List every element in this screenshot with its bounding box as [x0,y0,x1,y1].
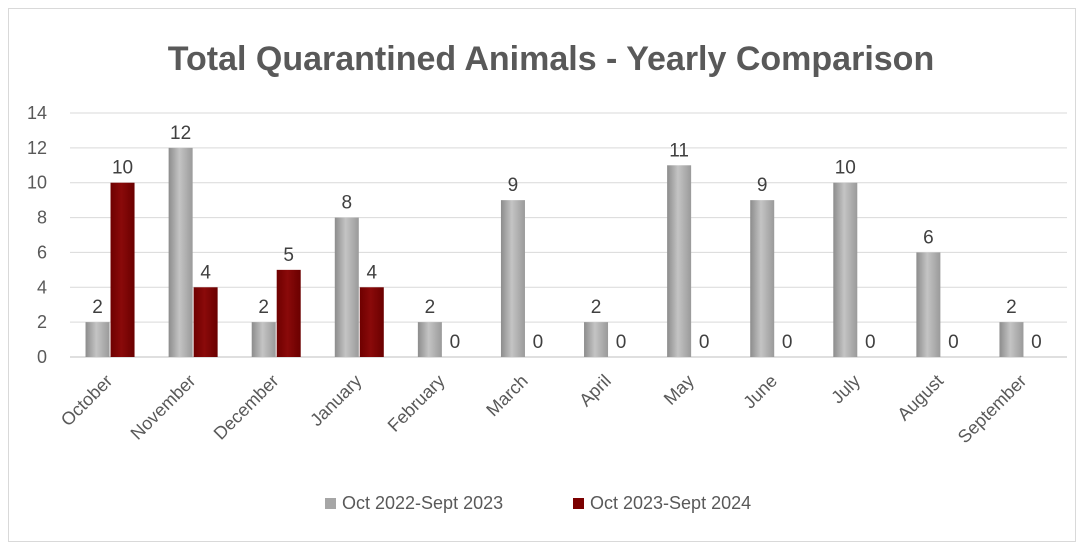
x-tick-label: August [893,371,947,425]
data-label: 9 [757,175,768,196]
bars [85,147,1024,357]
bar-series-2 [276,269,301,357]
bar-series-1 [500,200,525,357]
data-label: 2 [425,297,436,318]
data-label: 11 [669,140,689,161]
data-label: 10 [835,158,856,179]
y-tick-label: 10 [27,173,47,193]
data-label: 0 [1031,332,1042,353]
data-label: 0 [450,332,461,353]
bar-series-1 [168,147,193,357]
data-label: 0 [948,332,959,353]
data-label: 8 [342,193,353,214]
data-label: 0 [616,332,627,353]
x-tick-label: October [57,371,116,430]
x-tick-label: April [575,371,615,411]
legend-swatch [325,498,336,509]
data-label: 9 [508,175,519,196]
bar-series-1 [417,322,442,357]
y-tick-label: 0 [37,347,47,367]
data-label: 2 [92,297,103,318]
data-label: 4 [200,262,211,283]
legend-label: Oct 2022-Sept 2023 [342,493,503,513]
data-label: 0 [699,332,710,353]
data-label: 0 [782,332,793,353]
bar-series-1 [334,217,359,357]
data-label: 4 [367,262,378,283]
gridlines [70,112,1067,358]
legend-swatch [573,498,584,509]
y-axis-ticks: 0 2 4 6 8 10 12 14 [27,103,47,367]
bar-series-2 [110,182,135,357]
y-tick-label: 4 [37,277,47,297]
bar-series-1 [85,322,110,357]
data-label: 12 [170,123,191,144]
x-tick-label: July [827,371,864,408]
data-labels: 2 12 2 8 2 9 2 11 9 10 6 2 10 4 5 4 0 0 0 0 0 0 0 0 [92,123,1041,353]
y-tick-label: 8 [37,208,47,228]
data-label: 5 [283,245,294,266]
y-tick-label: 6 [37,242,47,262]
data-label: 2 [1006,297,1017,318]
data-label: 2 [258,297,269,318]
x-tick-label: January [306,371,365,430]
legend-label: Oct 2023-Sept 2024 [590,493,751,513]
y-tick-label: 12 [27,138,47,158]
data-label: 0 [865,332,876,353]
x-tick-label: September [954,371,1030,447]
y-tick-label: 2 [37,312,47,332]
bar-series-1 [667,165,692,357]
bar-series-1 [999,322,1024,357]
bar-series-2 [193,287,218,357]
bar-series-2 [359,287,384,357]
x-tick-label: March [482,371,532,421]
x-axis-ticks: October November December January February Ma… [57,371,1030,447]
data-label: 0 [533,332,544,353]
x-tick-label: December [210,371,283,444]
bar-series-1 [750,200,775,357]
data-label: 10 [112,158,133,179]
y-tick-label: 14 [27,103,47,123]
bar-series-1 [833,182,858,357]
x-tick-label: June [739,371,781,413]
x-tick-label: February [384,371,449,436]
bar-series-1 [251,322,276,357]
chart-title: Total Quarantined Animals - Yearly Compa… [168,40,934,78]
legend: Oct 2022-Sept 2023 Oct 2023-Sept 2024 [325,493,751,513]
bar-series-1 [584,322,609,357]
x-tick-label: May [660,371,698,409]
bar-series-1 [916,252,941,357]
data-label: 2 [591,297,602,318]
x-tick-label: November [127,371,200,444]
data-label: 6 [923,227,934,248]
